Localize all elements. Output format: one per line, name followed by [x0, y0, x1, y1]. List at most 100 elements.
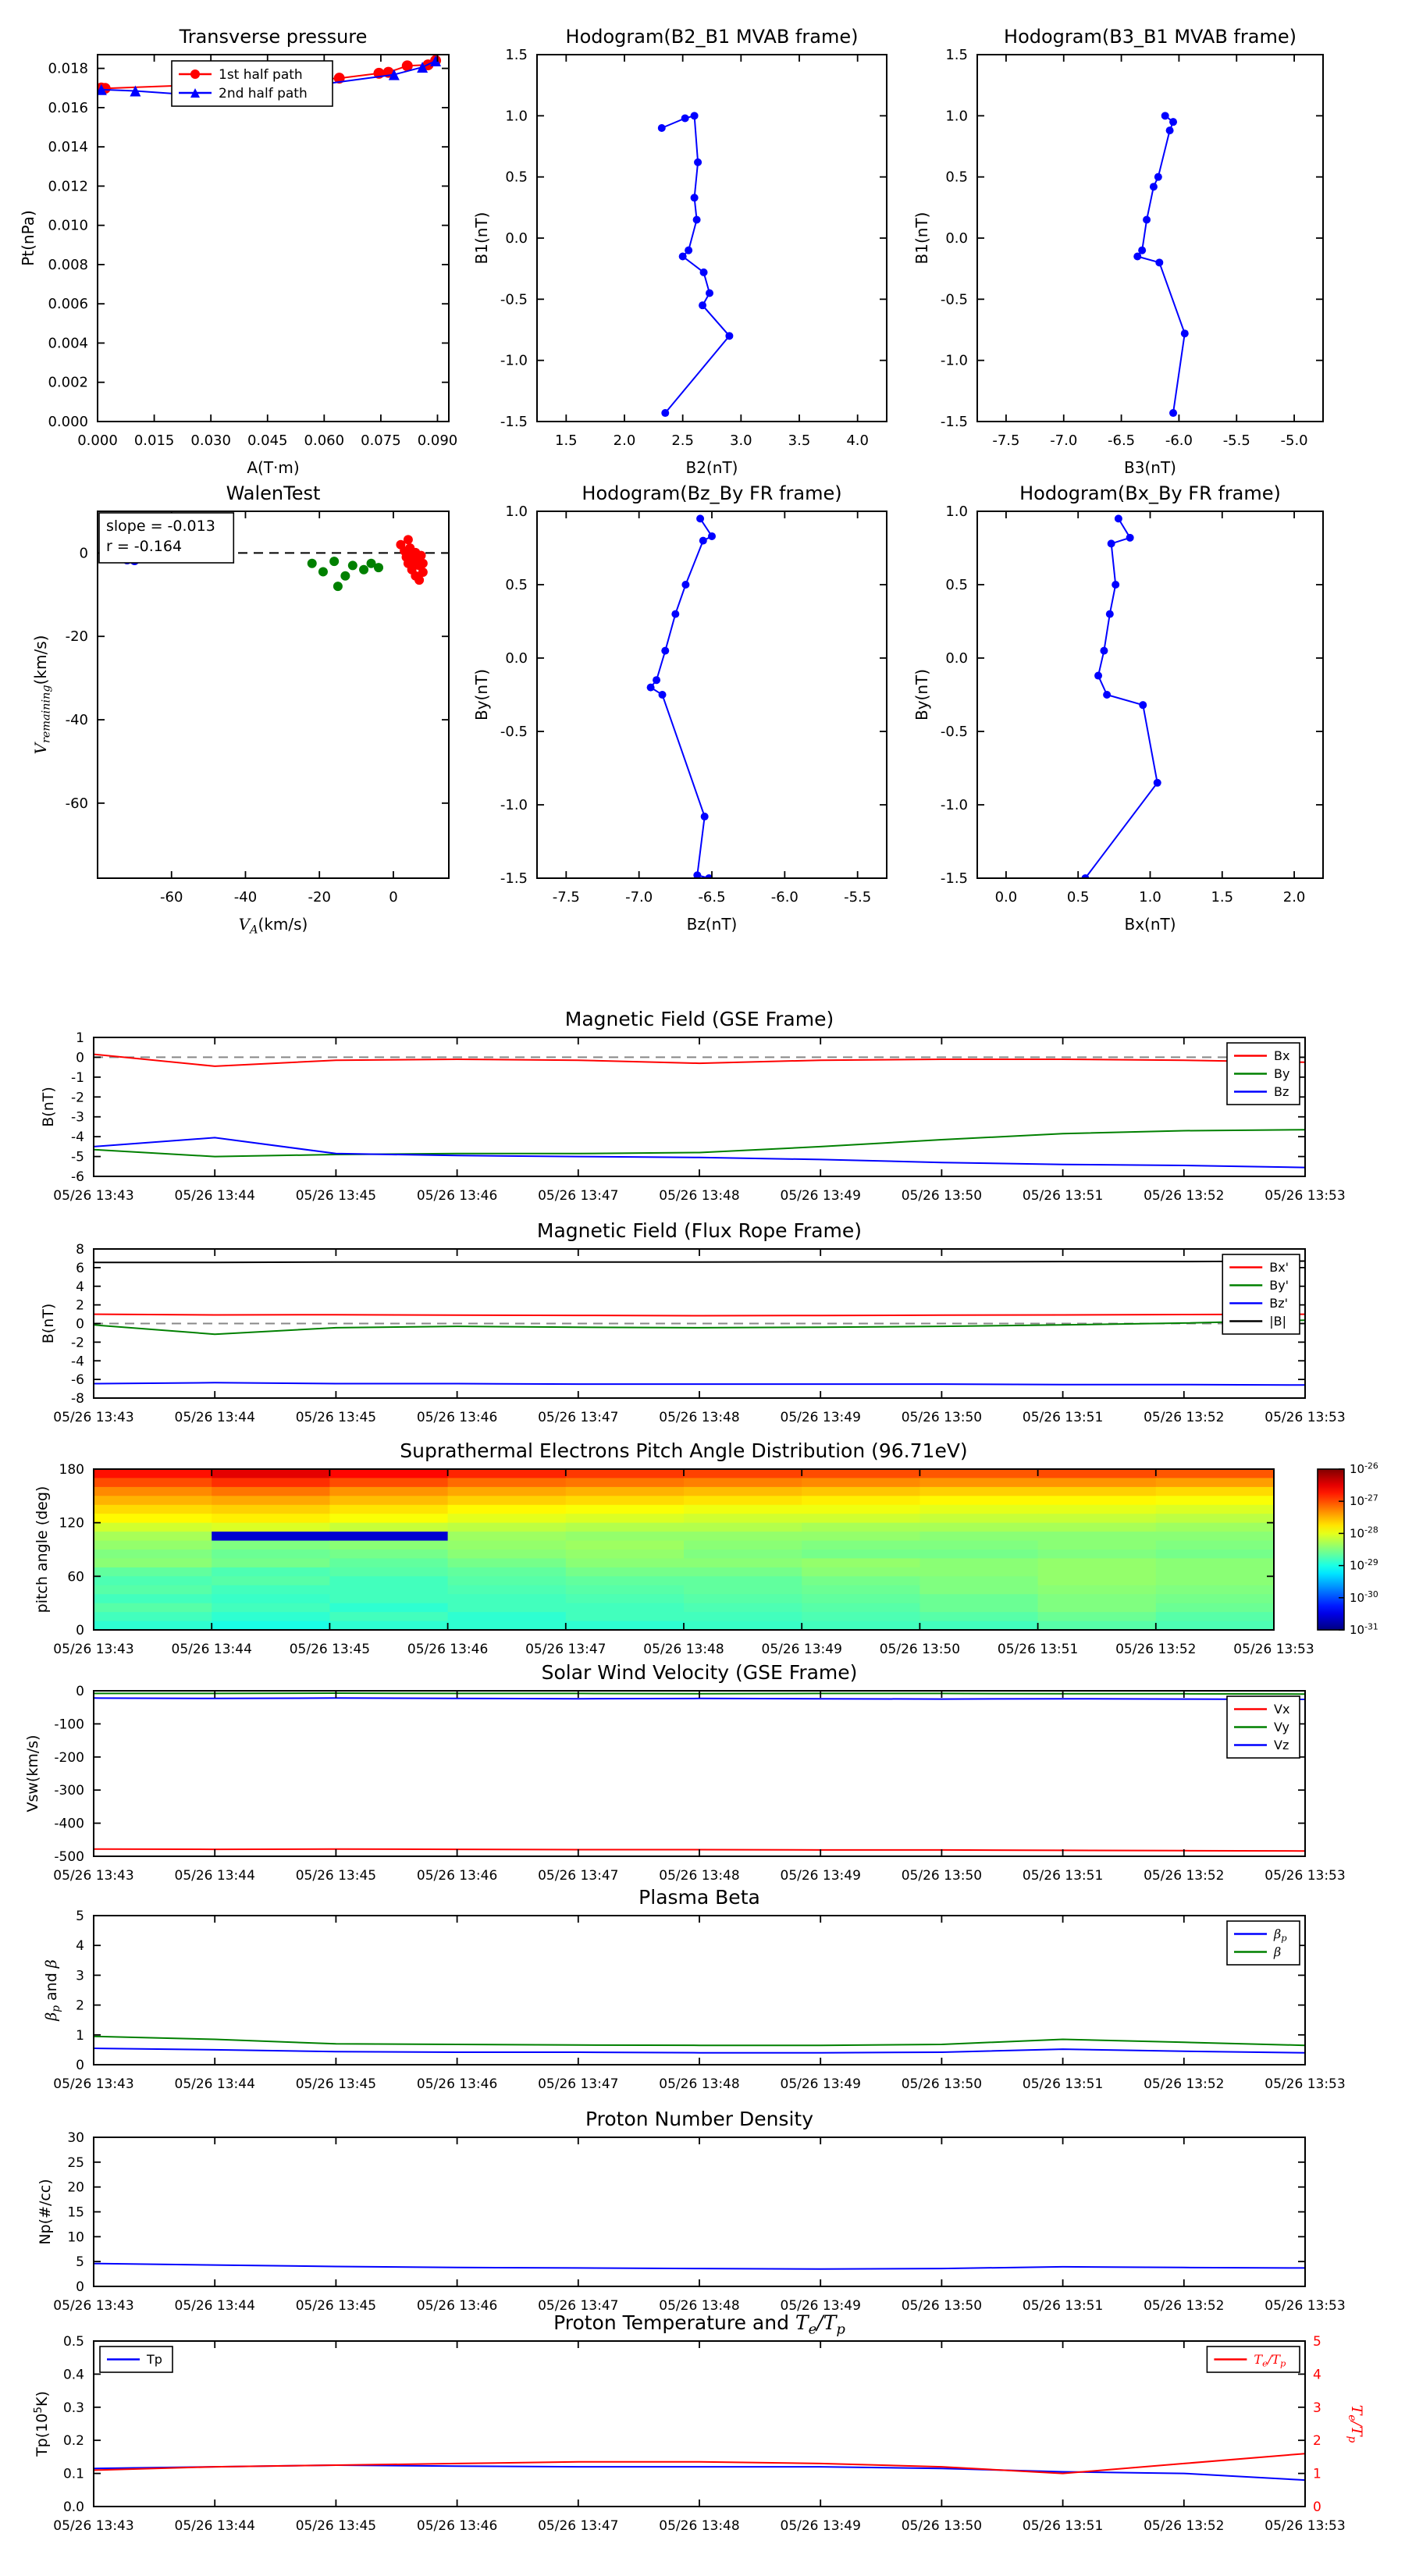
svg-text:05/26 13:46: 05/26 13:46 [417, 1868, 497, 1884]
svg-text:0: 0 [76, 1684, 84, 1699]
svg-text:-6: -6 [71, 1372, 84, 1388]
svg-text:05/26 13:43: 05/26 13:43 [53, 2298, 133, 2314]
svg-text:05/26 13:47: 05/26 13:47 [538, 2076, 618, 2092]
svg-text:05/26 13:47: 05/26 13:47 [538, 2298, 618, 2314]
svg-text:05/26 13:49: 05/26 13:49 [781, 2298, 861, 2314]
svg-text:05/26 13:48: 05/26 13:48 [659, 1410, 739, 1425]
svg-text:05/26 13:45: 05/26 13:45 [296, 2518, 376, 2534]
svg-text:05/26 13:47: 05/26 13:47 [538, 1410, 618, 1425]
svg-text:0: 0 [76, 1623, 84, 1638]
svg-text:05/26 13:49: 05/26 13:49 [781, 1188, 861, 1204]
svg-text:05/26 13:52: 05/26 13:52 [1144, 1188, 1224, 1204]
svg-text:05/26 13:50: 05/26 13:50 [880, 1642, 960, 1657]
svg-text:0.0: 0.0 [945, 650, 968, 667]
svg-text:0.0: 0.0 [995, 889, 1018, 906]
svg-text:-0.5: -0.5 [941, 291, 968, 308]
svg-text:05/26 13:51: 05/26 13:51 [1023, 1868, 1103, 1884]
svg-text:r = -0.164: r = -0.164 [106, 538, 182, 555]
svg-text:0.014: 0.014 [48, 139, 88, 155]
svg-text:05/26 13:53: 05/26 13:53 [1264, 1410, 1345, 1425]
svg-text:-40: -40 [66, 712, 88, 728]
svg-text:05/26 13:53: 05/26 13:53 [1264, 1188, 1345, 1204]
svg-text:Plasma Beta: Plasma Beta [638, 1886, 760, 1909]
svg-text:05/26 13:48: 05/26 13:48 [659, 1188, 739, 1204]
svg-text:-6.5: -6.5 [1108, 432, 1135, 449]
svg-text:20: 20 [67, 2180, 84, 2196]
svg-text:-2: -2 [71, 1335, 84, 1350]
chart-proton-temperature: 05/26 13:43 05/26 13:44 05/26 13:45 05/26 1… [32, 2311, 1365, 2534]
chart-hodogram-b2-b1: 1.5 2.0 2.5 3.0 3.5 4.0 -1.5 -1.0 -0.5 0.0 0.5 1.0 1… [472, 26, 887, 477]
svg-text:-300: -300 [54, 1783, 84, 1799]
svg-text:05/26 13:50: 05/26 13:50 [902, 2076, 982, 2092]
svg-text:05/26 13:45: 05/26 13:45 [296, 1410, 376, 1425]
svg-text:βp: βp [1273, 1927, 1287, 1944]
svg-text:4: 4 [76, 1279, 84, 1295]
svg-text:05/26 13:48: 05/26 13:48 [659, 2298, 739, 2314]
svg-text:0.016: 0.016 [48, 100, 88, 116]
svg-text:-20: -20 [66, 628, 88, 645]
svg-text:Vremaining(km/s): Vremaining(km/s) [31, 635, 52, 755]
svg-text:0.0: 0.0 [505, 230, 528, 247]
svg-text:05/26 13:48: 05/26 13:48 [659, 2076, 739, 2092]
svg-text:-0.5: -0.5 [500, 724, 528, 740]
svg-text:Vz: Vz [1274, 1738, 1289, 1752]
svg-text:05/26 13:51: 05/26 13:51 [998, 1642, 1078, 1657]
svg-text:05/26 13:49: 05/26 13:49 [781, 2518, 861, 2534]
svg-text:05/26 13:45: 05/26 13:45 [296, 2076, 376, 2092]
svg-text:10-26: 10-26 [1350, 1461, 1378, 1476]
svg-text:10-30: 10-30 [1350, 1589, 1378, 1605]
svg-text:05/26 13:49: 05/26 13:49 [762, 1642, 842, 1657]
svg-text:05/26 13:52: 05/26 13:52 [1144, 2298, 1224, 2314]
svg-text:VA(km/s): VA(km/s) [239, 915, 308, 936]
svg-text:-1.0: -1.0 [941, 353, 968, 369]
svg-text:0.5: 0.5 [945, 577, 968, 593]
svg-text:0: 0 [76, 2279, 84, 2295]
svg-text:5: 5 [1313, 2334, 1321, 2350]
svg-text:-1.5: -1.5 [500, 414, 528, 430]
svg-text:Solar Wind Velocity (GSE Frame: Solar Wind Velocity (GSE Frame) [542, 1661, 858, 1684]
svg-text:B(nT): B(nT) [40, 1087, 57, 1127]
svg-text:0.5: 0.5 [505, 169, 528, 186]
chart-b-flux-rope: 05/26 13:43 05/26 13:44 05/26 13:45 05/26 1… [40, 1219, 1346, 1425]
svg-text:05/26 13:46: 05/26 13:46 [417, 2298, 497, 2314]
svg-text:05/26 13:50: 05/26 13:50 [902, 1188, 982, 1204]
svg-text:B2(nT): B2(nT) [686, 458, 738, 477]
svg-text:05/26 13:53: 05/26 13:53 [1264, 2518, 1345, 2534]
svg-text:0.010: 0.010 [48, 218, 88, 234]
chart-electron-pad: 05/26 13:43 05/26 13:44 05/26 13:45 05/26 1… [34, 1439, 1378, 1657]
svg-text:25: 25 [67, 2155, 84, 2171]
svg-text:05/26 13:44: 05/26 13:44 [175, 1188, 255, 1204]
svg-text:0.060: 0.060 [304, 432, 345, 449]
svg-text:-2: -2 [71, 1090, 84, 1105]
svg-text:By: By [1274, 1066, 1289, 1081]
svg-text:05/26 13:43: 05/26 13:43 [53, 2518, 133, 2534]
svg-text:B1(nT): B1(nT) [912, 212, 931, 265]
svg-text:-1.0: -1.0 [941, 797, 968, 813]
svg-text:Vy: Vy [1274, 1720, 1289, 1735]
chart-hodogram-b3-b1: -7.5 -7.0 -6.5 -6.0 -5.5 -5.0 -1.5 -1.0 -0.5 0.0 0… [912, 26, 1324, 477]
svg-text:-500: -500 [54, 1849, 84, 1865]
svg-text:180: 180 [59, 1462, 84, 1478]
svg-text:05/26 13:49: 05/26 13:49 [781, 2076, 861, 2092]
svg-text:05/26 13:43: 05/26 13:43 [53, 1642, 133, 1657]
svg-text:0.5: 0.5 [505, 577, 528, 593]
svg-text:0.012: 0.012 [48, 178, 88, 194]
chart-transverse-pressure: 0.000 0.015 0.030 0.045 0.060 0.075 0.090 0.000… [19, 26, 457, 477]
svg-text:05/26 13:52: 05/26 13:52 [1144, 2518, 1224, 2534]
svg-text:05/26 13:46: 05/26 13:46 [417, 1188, 497, 1204]
svg-text:B(nT): B(nT) [40, 1304, 57, 1344]
svg-text:0.006: 0.006 [48, 296, 88, 312]
svg-text:1.0: 1.0 [505, 503, 528, 520]
svg-text:|B|: |B| [1269, 1314, 1286, 1329]
svg-text:05/26 13:46: 05/26 13:46 [417, 2076, 497, 2092]
svg-text:05/26 13:43: 05/26 13:43 [53, 1410, 133, 1425]
svg-text:0.030: 0.030 [190, 432, 231, 449]
svg-text:Vx: Vx [1274, 1702, 1289, 1717]
svg-text:-60: -60 [66, 795, 88, 812]
svg-text:-6.5: -6.5 [698, 889, 725, 906]
svg-text:1.5: 1.5 [555, 432, 578, 449]
chart-b-gse: 05/26 13:43 05/26 13:44 05/26 13:45 05/26 1… [40, 1008, 1346, 1204]
svg-text:05/26 13:47: 05/26 13:47 [538, 2518, 618, 2534]
svg-text:1: 1 [1313, 2467, 1321, 2482]
